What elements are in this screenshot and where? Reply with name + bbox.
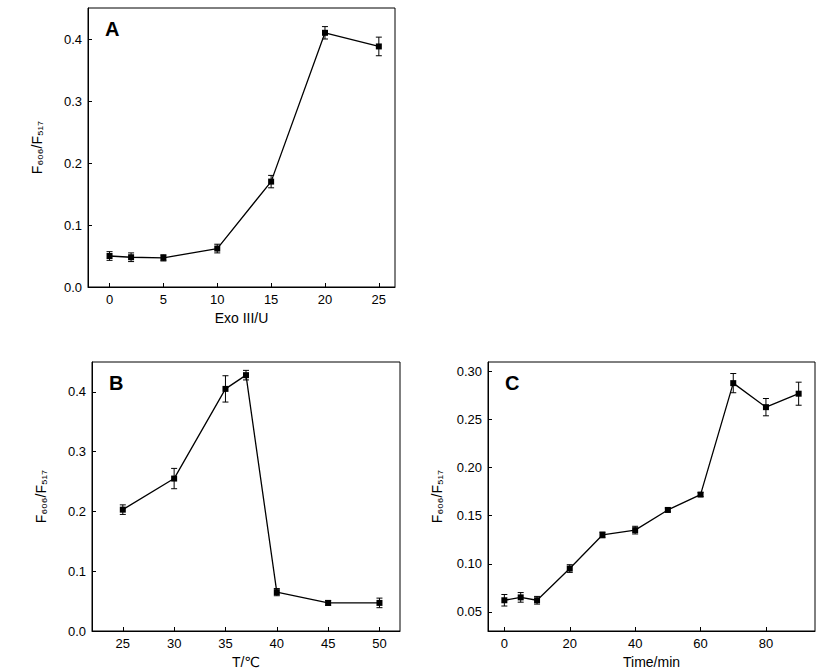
svg-text:0.2: 0.2 — [68, 504, 86, 519]
svg-text:0.0: 0.0 — [68, 624, 86, 639]
svg-text:40: 40 — [270, 636, 284, 651]
svg-text:30: 30 — [167, 636, 181, 651]
svg-text:0.4: 0.4 — [68, 384, 86, 399]
svg-text:0.05: 0.05 — [457, 604, 482, 619]
svg-text:40: 40 — [628, 636, 642, 651]
svg-text:35: 35 — [218, 636, 232, 651]
svg-text:B: B — [109, 372, 123, 394]
svg-text:80: 80 — [759, 636, 773, 651]
svg-text:10: 10 — [210, 292, 224, 307]
svg-text:0.3: 0.3 — [68, 444, 86, 459]
svg-text:25: 25 — [372, 292, 386, 307]
svg-text:0.25: 0.25 — [457, 412, 482, 427]
svg-text:25: 25 — [116, 636, 130, 651]
svg-text:0.1: 0.1 — [64, 218, 82, 233]
svg-text:45: 45 — [321, 636, 335, 651]
svg-text:Time/min: Time/min — [623, 654, 680, 670]
svg-text:A: A — [105, 18, 119, 40]
svg-text:0: 0 — [106, 292, 113, 307]
svg-text:15: 15 — [264, 292, 278, 307]
svg-text:0.30: 0.30 — [457, 364, 482, 379]
svg-text:0.0: 0.0 — [64, 280, 82, 295]
svg-text:0.3: 0.3 — [64, 94, 82, 109]
svg-text:Exo III/U: Exo III/U — [215, 310, 269, 326]
svg-text:0.15: 0.15 — [457, 508, 482, 523]
svg-text:0.10: 0.10 — [457, 556, 482, 571]
svg-text:F₆₀₆/F₅₁₇: F₆₀₆/F₅₁₇ — [33, 470, 49, 523]
svg-text:F₆₀₆/F₅₁₇: F₆₀₆/F₅₁₇ — [29, 121, 45, 174]
svg-text:20: 20 — [318, 292, 332, 307]
svg-text:0.4: 0.4 — [64, 32, 82, 47]
svg-text:F₆₀₆/F₅₁₇: F₆₀₆/F₅₁₇ — [429, 470, 445, 523]
svg-text:50: 50 — [372, 636, 386, 651]
svg-text:0: 0 — [501, 636, 508, 651]
svg-text:5: 5 — [160, 292, 167, 307]
svg-text:0.2: 0.2 — [64, 156, 82, 171]
svg-text:C: C — [505, 372, 519, 394]
svg-text:20: 20 — [563, 636, 577, 651]
svg-text:0.20: 0.20 — [457, 460, 482, 475]
svg-text:T/℃: T/℃ — [232, 654, 260, 670]
svg-text:0.1: 0.1 — [68, 564, 86, 579]
svg-text:60: 60 — [693, 636, 707, 651]
